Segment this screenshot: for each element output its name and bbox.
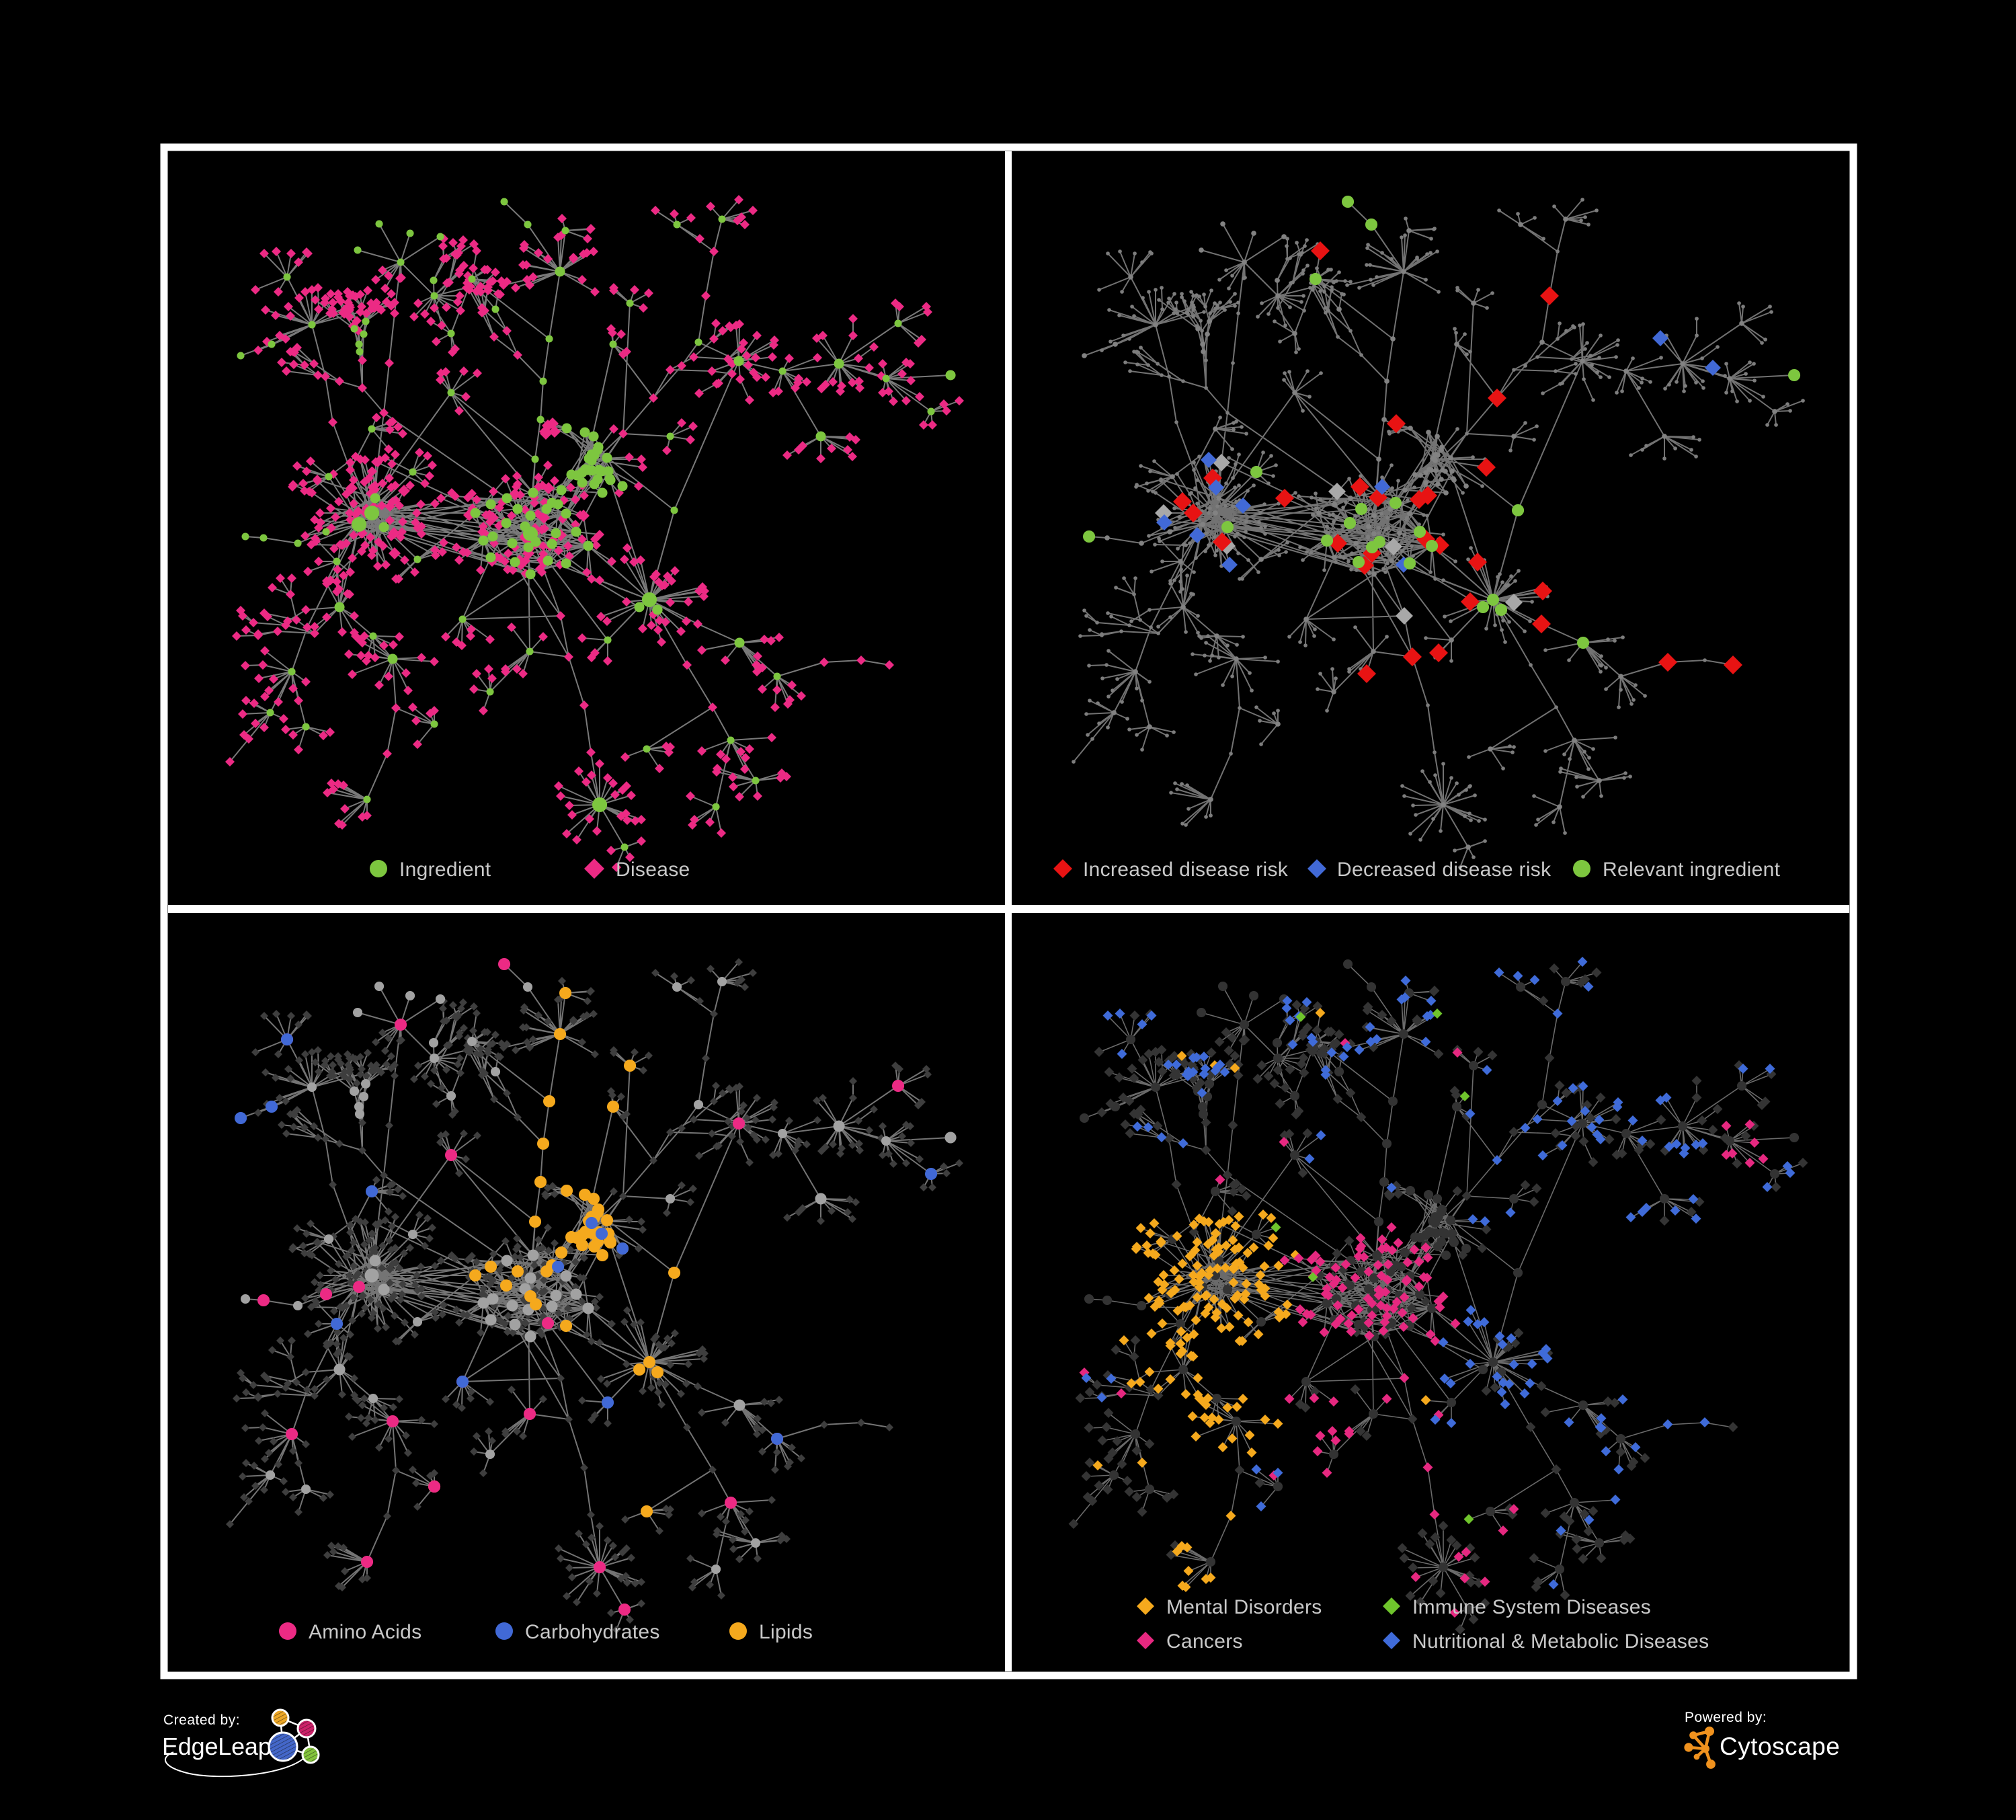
svg-text:Mental Disorders: Mental Disorders (1166, 1596, 1322, 1618)
svg-text:Decreased disease risk: Decreased disease risk (1337, 859, 1551, 881)
svg-text:Created by:: Created by: (163, 1712, 240, 1728)
svg-text:Amino Acids: Amino Acids (309, 1621, 421, 1643)
svg-text:Increased disease risk: Increased disease risk (1083, 859, 1289, 881)
svg-text:Cytoscape: Cytoscape (1720, 1733, 1840, 1760)
svg-text:Powered by:: Powered by: (1685, 1710, 1767, 1725)
svg-text:EdgeLeap: EdgeLeap (162, 1733, 272, 1760)
svg-text:Lipids: Lipids (759, 1621, 813, 1643)
svg-text:Ingredient: Ingredient (399, 859, 491, 881)
svg-text:Carbohydrates: Carbohydrates (525, 1621, 660, 1643)
svg-text:Disease: Disease (616, 859, 690, 881)
svg-text:Relevant ingredient: Relevant ingredient (1603, 859, 1781, 881)
svg-text:Immune System Diseases: Immune System Diseases (1412, 1596, 1651, 1618)
svg-text:Nutritional & Metabolic Diseas: Nutritional & Metabolic Diseases (1412, 1630, 1709, 1653)
svg-text:Cancers: Cancers (1166, 1630, 1243, 1653)
